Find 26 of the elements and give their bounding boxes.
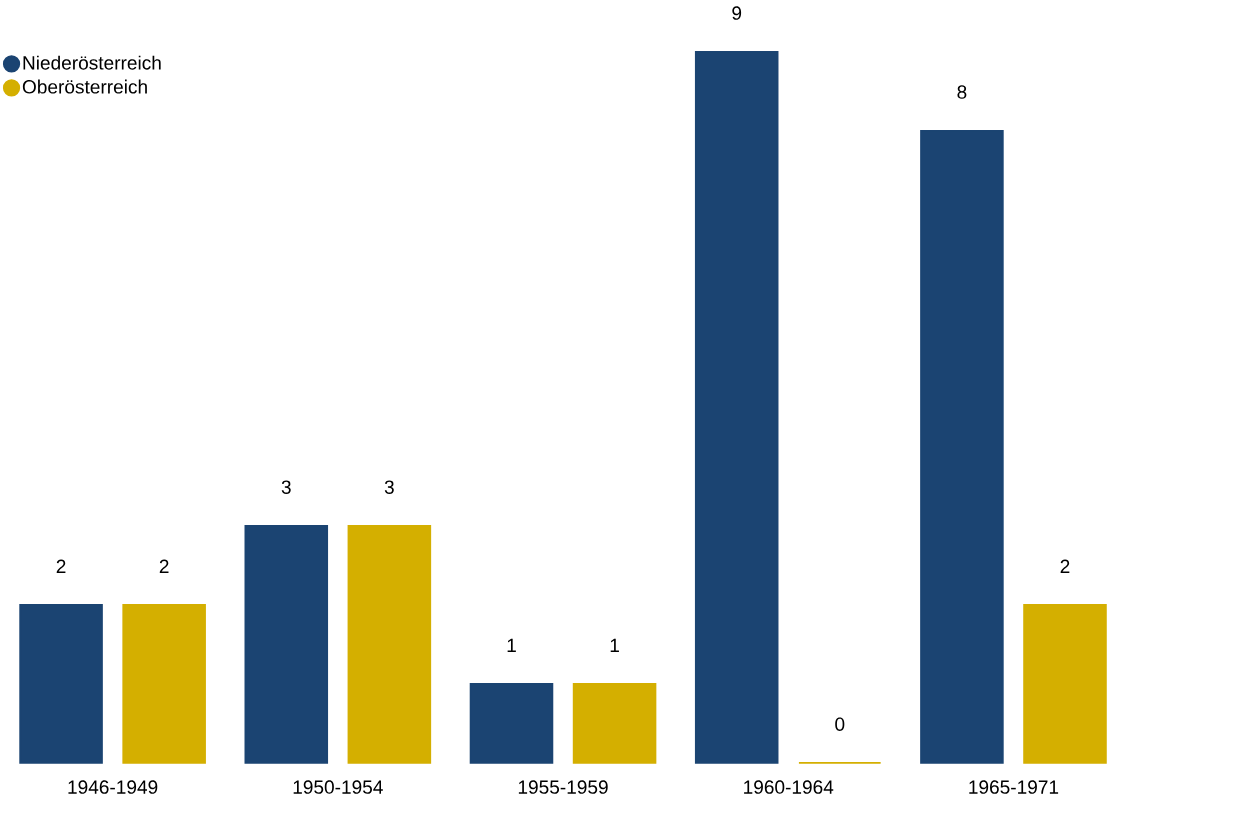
data-label: 0 <box>835 717 845 732</box>
x-tick-label: 1960-1964 <box>744 780 834 795</box>
data-label: 2 <box>159 559 169 574</box>
bar <box>920 130 1004 765</box>
bar <box>469 683 554 765</box>
data-label: 3 <box>384 480 394 495</box>
data-label: 8 <box>957 85 967 100</box>
x-tick-label: 1955-1959 <box>518 780 608 795</box>
bar <box>244 525 329 765</box>
x-tick-label: 1946-1949 <box>68 780 158 795</box>
bar <box>122 604 206 765</box>
bar <box>572 683 657 765</box>
bar <box>694 51 779 765</box>
x-tick-label: 1965-1971 <box>969 780 1059 795</box>
x-tick-label: 1950-1954 <box>293 780 383 795</box>
bar <box>1023 604 1107 765</box>
bar <box>19 604 103 765</box>
legend-label: Oberösterreich <box>22 79 147 94</box>
data-label: 1 <box>610 639 619 653</box>
data-label: 2 <box>1060 559 1070 574</box>
legend-label: Niederösterreich <box>23 55 161 70</box>
bar <box>347 525 432 765</box>
data-label: 3 <box>281 480 291 495</box>
data-label: 1 <box>507 639 516 653</box>
data-label: 2 <box>56 559 66 574</box>
data-label: 9 <box>732 6 742 21</box>
